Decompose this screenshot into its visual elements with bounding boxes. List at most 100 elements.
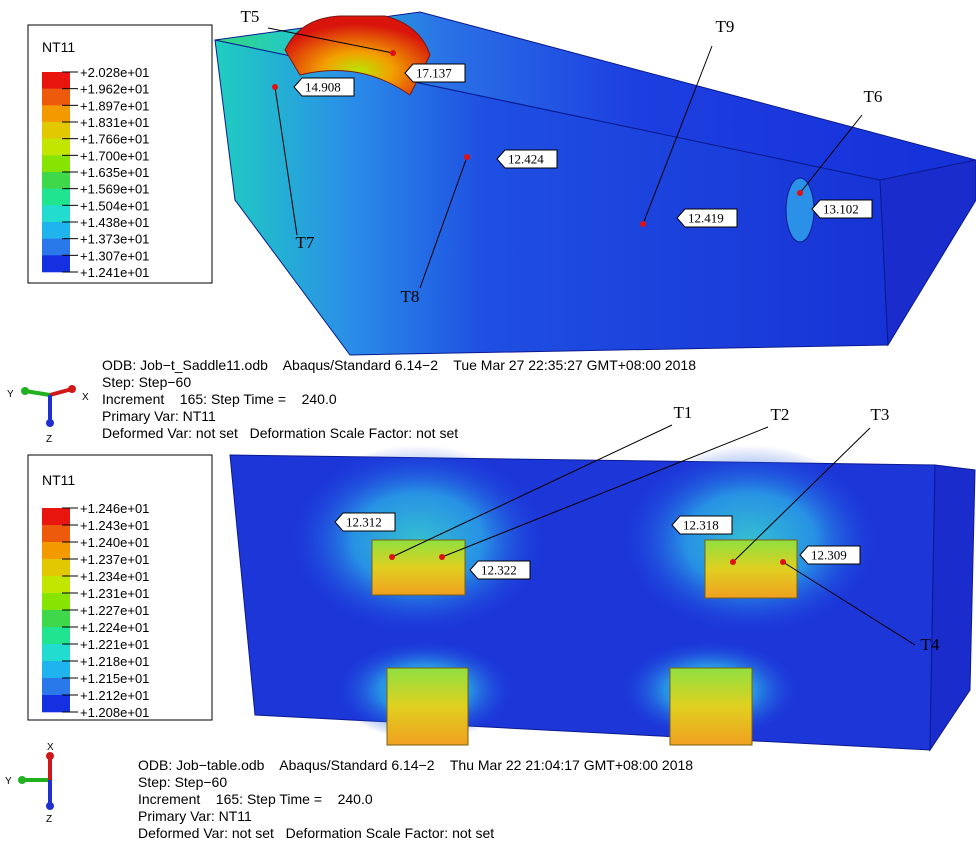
legend-label: +1.234e+01 <box>80 569 149 584</box>
legend-band <box>42 678 70 695</box>
legend-label: +1.831e+01 <box>80 115 149 130</box>
legend-label: +1.504e+01 <box>80 198 149 213</box>
probe-value: 14.908 <box>305 80 341 95</box>
legend-label: +1.438e+01 <box>80 215 149 230</box>
probe-value: 12.309 <box>811 548 847 563</box>
legend-band <box>42 576 70 593</box>
legend-label: +1.231e+01 <box>80 586 149 601</box>
legend-band <box>42 105 70 122</box>
legend-label: +1.246e+01 <box>80 501 149 516</box>
legend-label: +1.218e+01 <box>80 654 149 669</box>
legend-band <box>42 559 70 576</box>
probe-tag: T3 <box>871 405 890 424</box>
triad-head <box>18 776 26 784</box>
legend-label: +1.224e+01 <box>80 620 149 635</box>
legend-label: +1.635e+01 <box>80 165 149 180</box>
probe-value: 12.312 <box>346 515 382 530</box>
legend-label: +1.307e+01 <box>80 248 149 263</box>
triad-head <box>46 419 54 427</box>
legend-band <box>42 189 70 206</box>
legend-title: NT11 <box>42 39 75 55</box>
probe-value: 12.424 <box>508 152 544 167</box>
screenshot: NT11 +2.028e+01 +1.962e+01+1.897e+01 +1.831… <box>0 0 976 852</box>
legend-label: +1.243e+01 <box>80 518 149 533</box>
legend-band <box>42 89 70 106</box>
legend-label: +1.700e+01 <box>80 148 149 163</box>
legend-band <box>42 255 70 272</box>
probe-tag: T5 <box>241 7 260 26</box>
info-line: Increment 165: Step Time = 240.0 <box>138 791 373 807</box>
triad-head <box>21 387 29 395</box>
legend-label: +1.208e+01 <box>80 705 149 720</box>
legend-label: +2.028e+01 <box>80 65 149 80</box>
probe-tag: T4 <box>921 635 940 654</box>
legend-band <box>42 508 70 525</box>
probe-tag: T7 <box>296 233 315 252</box>
table-model <box>230 445 975 750</box>
probe-tag: T8 <box>401 287 420 306</box>
legend-label: +1.373e+01 <box>80 232 149 247</box>
probe-point <box>797 190 803 196</box>
legend-band <box>42 593 70 610</box>
triad-label: Y <box>7 389 14 400</box>
legend-label: +1.569e+01 <box>80 182 149 197</box>
probe-value: 17.137 <box>416 66 452 81</box>
probe-point <box>439 554 445 560</box>
legend-band <box>42 205 70 222</box>
probe-point <box>390 50 396 56</box>
legend-label: +1.766e+01 <box>80 132 149 147</box>
probe-value: 12.419 <box>688 211 724 226</box>
legend-band <box>42 172 70 189</box>
info-line: Deformed Var: not set Deformation Scale … <box>102 425 458 441</box>
probe-point <box>272 84 278 90</box>
legend-label: +1.212e+01 <box>80 688 149 703</box>
info-line: Increment 165: Step Time = 240.0 <box>102 391 337 407</box>
probe-value: 13.102 <box>823 202 859 217</box>
triad-head <box>68 385 76 393</box>
legend-label: +1.221e+01 <box>80 637 149 652</box>
triad-label: X <box>82 392 89 403</box>
legend-label: +1.897e+01 <box>80 98 149 113</box>
legend-label: +1.227e+01 <box>80 603 149 618</box>
info-line: Deformed Var: not set Deformation Scale … <box>138 825 494 841</box>
legend-band <box>42 695 70 712</box>
legend-band <box>42 239 70 256</box>
legend-label: +1.215e+01 <box>80 671 149 686</box>
triad-label: Z <box>46 434 52 445</box>
info-line: Primary Var: NT11 <box>102 408 216 424</box>
legend-band <box>42 139 70 156</box>
info-line: Step: Step−60 <box>138 774 227 790</box>
probe-point <box>730 559 736 565</box>
legend-label: +1.241e+01 <box>80 265 149 280</box>
legend-band <box>42 155 70 172</box>
legend-band <box>42 72 70 89</box>
legend-title: NT11 <box>42 472 75 488</box>
triad-head <box>46 752 54 760</box>
legend-band <box>42 661 70 678</box>
triad-label: Z <box>46 814 52 825</box>
legend-band <box>42 610 70 627</box>
info-line: ODB: Job−table.odb Abaqus/Standard 6.14−… <box>138 757 693 773</box>
info-line: Step: Step−60 <box>102 374 191 390</box>
legend-band <box>42 627 70 644</box>
probe-tag: T1 <box>674 403 693 422</box>
triad-head <box>46 802 54 810</box>
legend-label: +1.240e+01 <box>80 535 149 550</box>
legend-band <box>42 644 70 661</box>
legend-band <box>42 122 70 139</box>
probe-point <box>780 559 786 565</box>
legend-band <box>42 525 70 542</box>
info-line: ODB: Job−t_Saddle11.odb Abaqus/Standard … <box>102 357 696 373</box>
probe-point <box>389 554 395 560</box>
probe-tag: T2 <box>771 405 790 424</box>
legend-label: +1.237e+01 <box>80 552 149 567</box>
probe-point <box>464 154 470 160</box>
legend-band <box>42 542 70 559</box>
legend-label: +1.962e+01 <box>80 82 149 97</box>
probe-point <box>640 221 646 227</box>
triad-label: Y <box>5 776 12 787</box>
probe-tag: T9 <box>716 17 735 36</box>
info-line: Primary Var: NT11 <box>138 808 252 824</box>
probe-value: 12.318 <box>683 518 719 533</box>
legend-band <box>42 222 70 239</box>
